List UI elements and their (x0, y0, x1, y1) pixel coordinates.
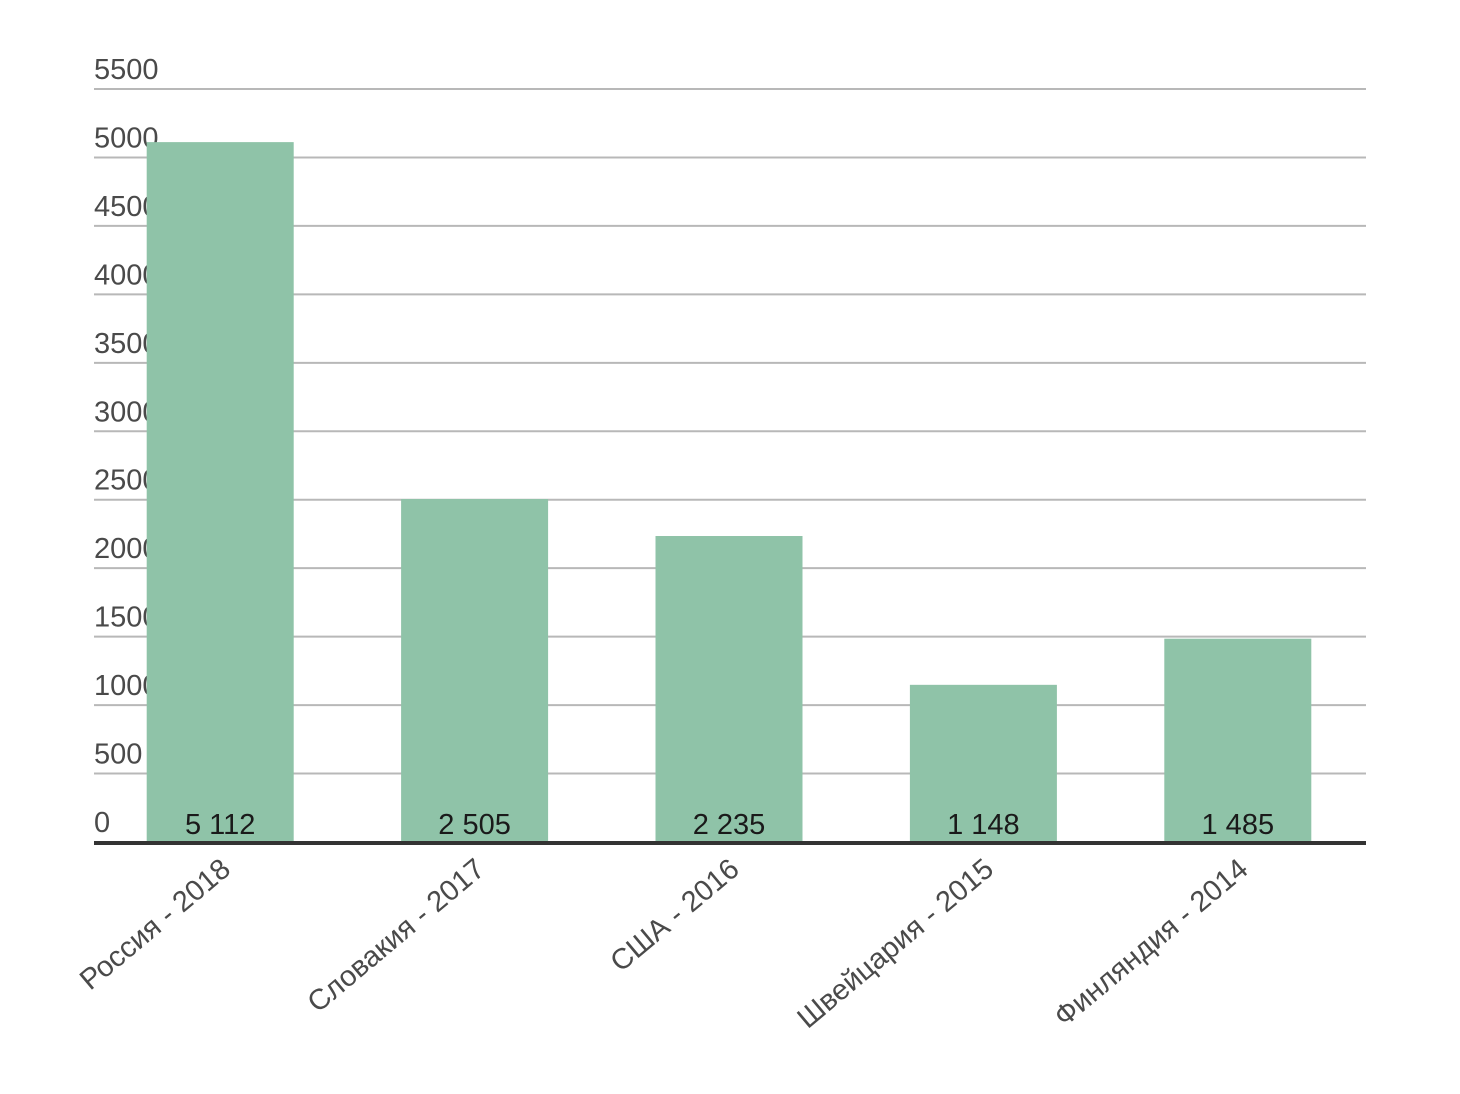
x-category-label: Россия - 2018 (74, 853, 237, 997)
x-axis-categories: Россия - 2018 Словакия - 2017 США - 2016 Шв… (74, 853, 1254, 1035)
x-category-label: Финляндия - 2014 (1048, 853, 1254, 1033)
x-category-label: Швейцария - 2015 (792, 853, 1000, 1035)
bars (146, 142, 1312, 842)
data-label: 1 148 (947, 809, 1020, 841)
x-category-label: США - 2016 (605, 853, 746, 979)
bar (401, 499, 549, 842)
y-tick-label: 0 (94, 807, 110, 839)
data-labels: 5 112 2 505 2 235 1 148 1 485 (185, 809, 1274, 841)
y-tick-label: 5500 (94, 54, 159, 86)
bar (909, 684, 1057, 842)
x-category-label: Словакия - 2017 (302, 853, 491, 1019)
data-label: 5 112 (185, 809, 255, 841)
bar (655, 536, 803, 842)
data-label: 2 505 (438, 809, 511, 841)
gridlines (94, 88, 1366, 775)
y-tick-label: 500 (94, 739, 142, 771)
bar (1164, 638, 1312, 842)
data-label: 2 235 (693, 809, 766, 841)
bar (146, 142, 294, 842)
data-label: 1 485 (1202, 809, 1275, 841)
